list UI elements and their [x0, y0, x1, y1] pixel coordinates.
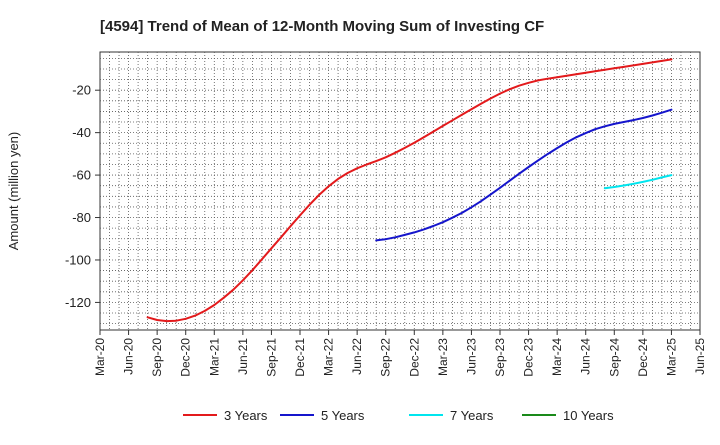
- x-tick-label: Mar-22: [322, 338, 336, 376]
- chart-title: [4594] Trend of Mean of 12-Month Moving …: [100, 18, 544, 35]
- y-tick-label: -40: [72, 125, 91, 140]
- grid: [100, 52, 700, 330]
- x-tick-label: Dec-21: [293, 338, 307, 377]
- x-tick-label: Jun-22: [350, 338, 364, 375]
- legend-label-4: 10 Years: [563, 408, 614, 423]
- x-tick-label: Sep-23: [493, 338, 507, 377]
- x-tick-label: Dec-22: [407, 338, 421, 377]
- legend-label-2: 5 Years: [321, 408, 365, 423]
- x-tick-label: Mar-20: [93, 338, 107, 376]
- x-tick-label: Dec-23: [522, 338, 536, 377]
- x-tick-label: Jun-25: [693, 338, 707, 375]
- x-tick-label: Jun-20: [122, 338, 136, 375]
- legend: 3 Years 5 Years 7 Years 10 Years: [183, 408, 614, 423]
- series-line-1: [146, 58, 673, 323]
- x-tick-label: Sep-22: [379, 338, 393, 377]
- legend-label-3: 7 Years: [450, 408, 494, 423]
- y-axis-label: Amount (million yen): [6, 132, 21, 251]
- legend-label-1: 3 Years: [224, 408, 268, 423]
- y-tick-label: -80: [72, 210, 91, 225]
- series-line-2: [375, 108, 673, 242]
- x-tick-label: Mar-25: [664, 338, 678, 376]
- x-tick-label: Sep-21: [264, 338, 278, 377]
- x-tick-label: Mar-24: [550, 338, 564, 376]
- x-tick-label: Mar-21: [207, 338, 221, 376]
- x-axis: Mar-20 Jun-20 Sep-20 Dec-20 Mar-21 Jun-21 Sep-…: [93, 330, 707, 377]
- x-tick-label: Sep-20: [150, 338, 164, 377]
- x-tick-label: Dec-24: [636, 338, 650, 377]
- y-tick-label: -100: [65, 252, 91, 267]
- x-tick-label: Dec-20: [179, 338, 193, 377]
- x-tick-label: Mar-23: [436, 338, 450, 376]
- y-tick-label: -60: [72, 168, 91, 183]
- x-tick-label: Jun-21: [236, 338, 250, 375]
- x-tick-label: Jun-23: [464, 338, 478, 375]
- plot-area: [99, 51, 701, 331]
- x-tick-label: Sep-24: [607, 338, 621, 377]
- y-tick-label: -120: [65, 295, 91, 310]
- y-axis: -20 -40 -60 -80 -100 -120: [65, 83, 100, 310]
- series-line-3: [603, 174, 673, 190]
- series-lines: [146, 58, 673, 323]
- y-tick-label: -20: [72, 83, 91, 98]
- x-tick-label: Jun-24: [579, 338, 593, 375]
